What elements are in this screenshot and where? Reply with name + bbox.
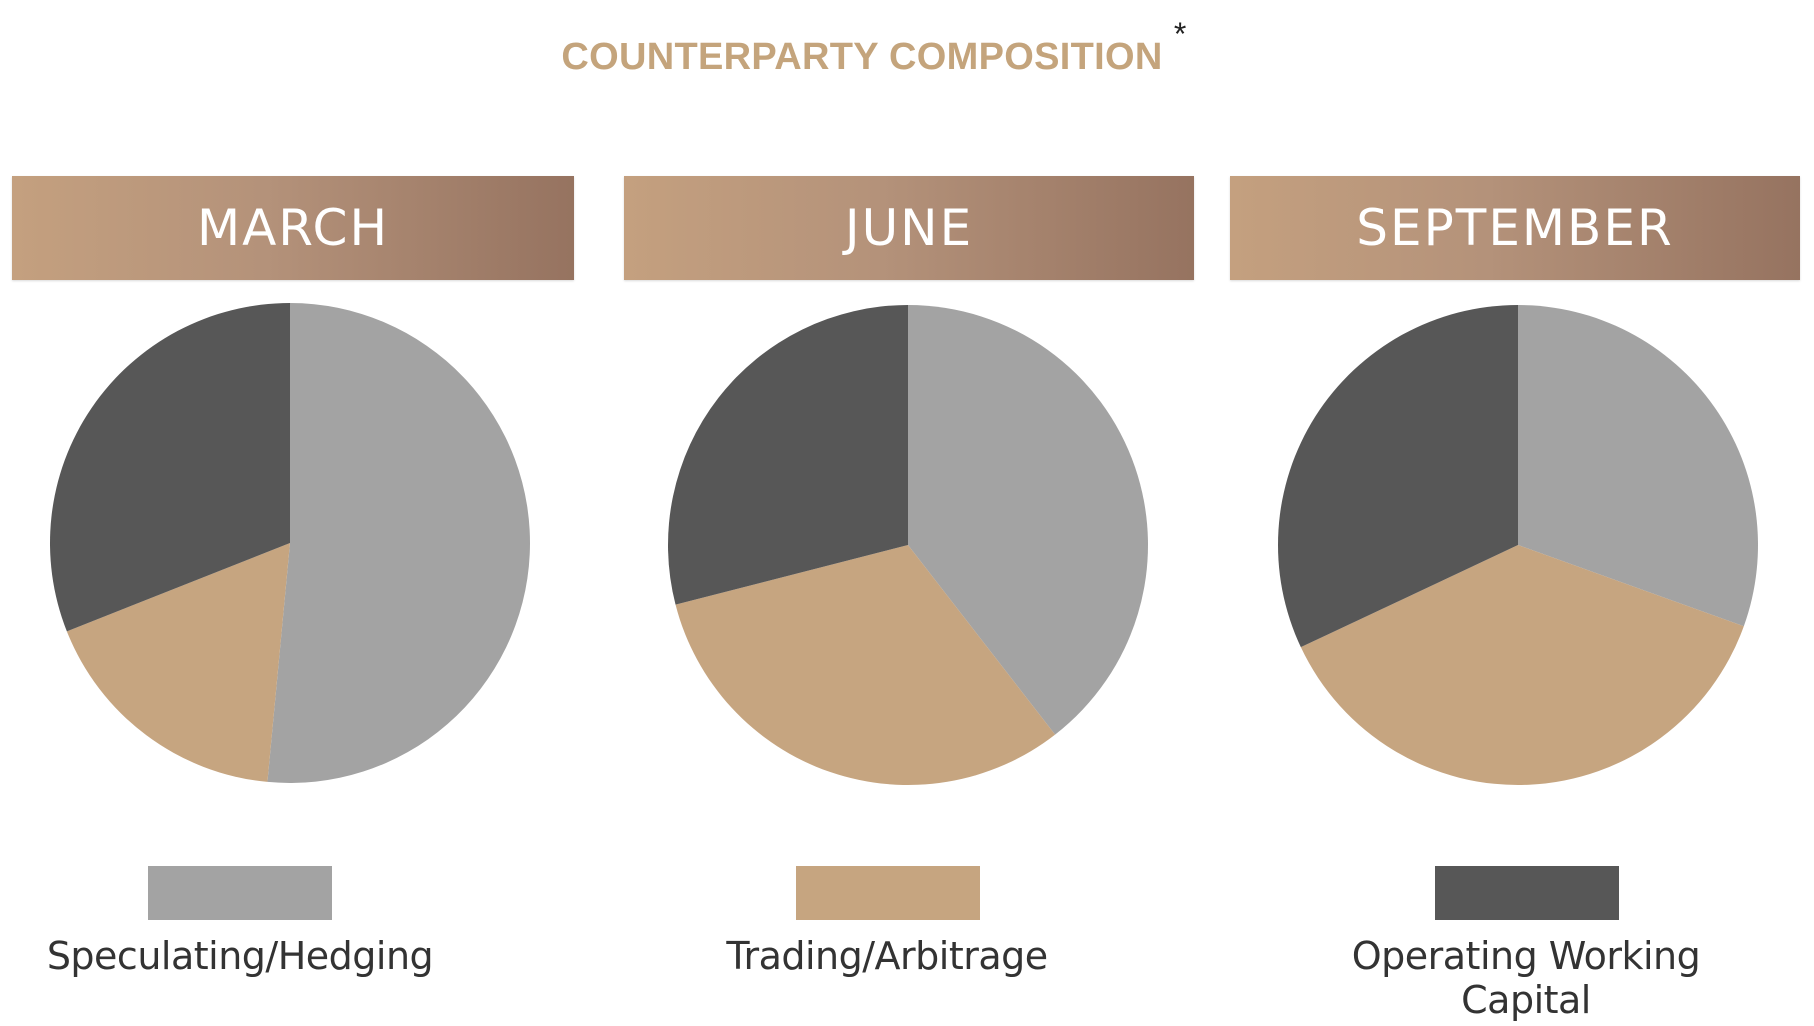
pie-chart-september [1278, 305, 1758, 786]
panel-header-june: JUNE [624, 176, 1194, 280]
legend-label-speculating: Speculating/Hedging [46, 934, 434, 978]
pie-slice-operating [1278, 305, 1518, 648]
panel-header-march: MARCH [12, 176, 574, 280]
panel-header-september: SEPTEMBER [1230, 176, 1800, 280]
pie-slice-trading [66, 543, 291, 782]
pie-slice-speculating [267, 303, 530, 783]
pie-slice-trading [1300, 545, 1744, 786]
legend-swatch-speculating [148, 866, 332, 920]
chart-title-text: COUNTERPARTY COMPOSITION [561, 36, 1163, 78]
pie-slice-speculating [908, 305, 1149, 735]
legend-label-trading: Trading/Arbitrage [726, 934, 1048, 978]
pie-chart-june [668, 305, 1149, 785]
legend-label-operating: Operating Working Capital [1351, 934, 1701, 1022]
legend-swatch-operating [1435, 866, 1619, 920]
pie-slice-speculating [1518, 305, 1758, 627]
title-wrap: COUNTERPARTY COMPOSITION * [0, 16, 1814, 79]
pie-slice-trading [675, 545, 1056, 785]
legend-swatch-trading [796, 866, 980, 920]
pie-chart-march [49, 303, 530, 783]
pie-slice-operating [49, 303, 290, 632]
chart-title: COUNTERPARTY COMPOSITION * [561, 16, 1186, 79]
title-asterisk: * [1173, 16, 1187, 52]
pie-slice-operating [668, 305, 908, 605]
